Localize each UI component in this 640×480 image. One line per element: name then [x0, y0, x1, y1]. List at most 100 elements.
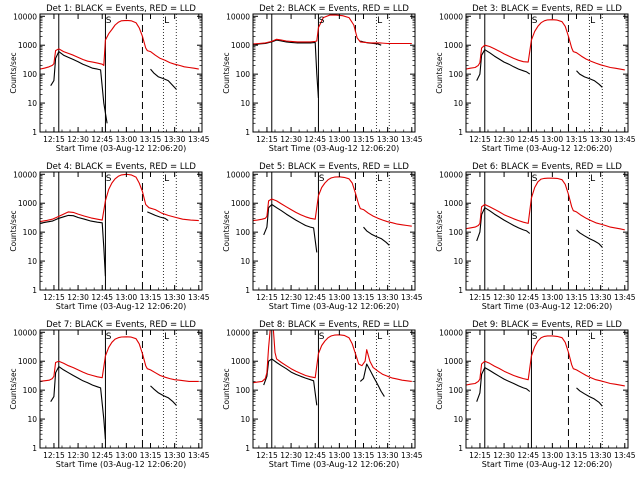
- x-tick-label: 13:30: [377, 451, 399, 460]
- plot-frame: [39, 13, 203, 133]
- series-group: [466, 19, 625, 88]
- y-axis-label: Counts/sec: [222, 368, 231, 409]
- y-axis-label: Counts/sec: [9, 52, 18, 93]
- x-tick-label: 13:45: [401, 293, 423, 302]
- y-tick-label: 1000: [444, 41, 463, 50]
- x-tick-label: 12:15: [256, 135, 278, 144]
- y-tick-label: 100: [236, 386, 251, 395]
- x-tick-label: 12:15: [43, 135, 65, 144]
- y-tick-label: 1000: [18, 41, 37, 50]
- x-tick-label: 12:15: [256, 451, 278, 460]
- x-tick-label: 13:00: [542, 451, 564, 460]
- lld-series-line: [253, 14, 412, 45]
- marker-letter: L: [590, 16, 595, 26]
- x-tick-label: 12:15: [469, 135, 491, 144]
- x-tick-label: 12:30: [493, 451, 515, 460]
- event-markers: [271, 14, 390, 132]
- x-tick-label: 13:15: [353, 135, 375, 144]
- x-tick-label: 13:00: [329, 135, 351, 144]
- y-axis-label: Counts/sec: [435, 52, 444, 93]
- marker-letter: S: [532, 16, 538, 26]
- series-group: [40, 336, 199, 440]
- x-tick-label: 13:15: [140, 135, 162, 144]
- panel-title: Det 4: BLACK = Events, RED = LLD: [46, 162, 196, 172]
- marker-letter: S: [319, 332, 325, 342]
- lld-series-line: [466, 335, 625, 387]
- lld-series-line: [40, 173, 199, 223]
- lld-series-line: [40, 19, 199, 70]
- x-axis-label: Start Time (03-Aug-12 12:06:20): [56, 302, 187, 311]
- x-tick-label: 12:30: [67, 135, 89, 144]
- marker-letter: L: [164, 16, 169, 26]
- y-tick-label: 10: [453, 415, 463, 424]
- lld-series-line: [40, 336, 199, 382]
- y-tick-label: 1000: [18, 357, 37, 366]
- y-tick-label: 100: [236, 70, 251, 79]
- x-tick-label: 13:45: [401, 135, 423, 144]
- x-axis-label: Start Time (03-Aug-12 12:06:20): [482, 460, 613, 469]
- y-axis-label: Counts/sec: [9, 210, 18, 251]
- x-axis-label: Start Time (03-Aug-12 12:06:20): [269, 302, 400, 311]
- plot-frame: [465, 13, 629, 133]
- series-group: [466, 177, 625, 248]
- panel-6: Det 6: BLACK = Events, RED = LLD S L 1 10 100…: [435, 162, 636, 311]
- panel-title: Det 3: BLACK = Events, RED = LLD: [472, 4, 622, 14]
- marker-letter: S: [532, 174, 538, 184]
- x-tick-label: 13:00: [542, 293, 564, 302]
- y-tick-label: 10: [453, 257, 463, 266]
- plot-frame: [465, 329, 629, 449]
- panel-3: Det 3: BLACK = Events, RED = LLD S L 1 10 100…: [435, 4, 636, 153]
- panel-5: Det 5: BLACK = Events, RED = LLD S L 1 10 100…: [222, 162, 423, 311]
- marker-letter: L: [377, 332, 382, 342]
- y-tick-label: 1: [245, 444, 250, 453]
- x-axis-label: Start Time (03-Aug-12 12:06:20): [482, 302, 613, 311]
- event-markers: [484, 330, 603, 448]
- marker-letter: S: [106, 174, 112, 184]
- lld-series-line: [253, 330, 412, 384]
- series-group: [466, 335, 625, 407]
- x-tick-label: 13:30: [164, 293, 186, 302]
- x-tick-label: 13:30: [590, 293, 612, 302]
- x-tick-label: 13:30: [590, 135, 612, 144]
- panel-title: Det 1: BLACK = Events, RED = LLD: [46, 4, 196, 14]
- y-tick-label: 1: [32, 128, 37, 137]
- y-tick-label: 10: [453, 99, 463, 108]
- events-series-line: [476, 207, 531, 242]
- x-tick-label: 12:30: [67, 293, 89, 302]
- plot-frame: [39, 171, 203, 291]
- x-tick-label: 12:15: [469, 451, 491, 460]
- y-tick-label: 1000: [18, 199, 37, 208]
- y-tick-label: 100: [23, 386, 38, 395]
- marker-letter: L: [377, 16, 382, 26]
- x-tick-label: 13:45: [614, 293, 636, 302]
- event-markers: [271, 330, 390, 448]
- marker-letter: S: [106, 16, 112, 26]
- x-tick-label: 13:00: [542, 135, 564, 144]
- y-tick-label: 1000: [444, 357, 463, 366]
- panel-title: Det 8: BLACK = Events, RED = LLD: [259, 320, 409, 330]
- panel-title: Det 2: BLACK = Events, RED = LLD: [259, 4, 409, 14]
- y-tick-label: 10000: [13, 328, 37, 337]
- panel-2: Det 2: BLACK = Events, RED = LLD S L 1 10 100…: [222, 4, 423, 153]
- marker-letter: S: [319, 174, 325, 184]
- x-tick-label: 13:00: [116, 293, 138, 302]
- marker-letter: S: [319, 16, 325, 26]
- y-tick-label: 10: [27, 99, 37, 108]
- panel-4: Det 4: BLACK = Events, RED = LLD S L 1 10 100…: [9, 162, 210, 311]
- x-tick-label: 12:45: [517, 451, 539, 460]
- event-markers: [58, 330, 177, 448]
- x-axis-label: Start Time (03-Aug-12 12:06:20): [482, 144, 613, 153]
- lld-series-line: [466, 19, 625, 71]
- x-tick-label: 13:30: [164, 451, 186, 460]
- y-axis-label: Counts/sec: [435, 210, 444, 251]
- x-tick-label: 12:45: [304, 293, 326, 302]
- x-tick-label: 13:15: [566, 135, 588, 144]
- y-tick-label: 10000: [439, 12, 463, 21]
- x-tick-label: 13:45: [188, 451, 210, 460]
- y-tick-label: 100: [236, 228, 251, 237]
- y-tick-label: 100: [23, 228, 38, 237]
- x-tick-label: 13:00: [116, 135, 138, 144]
- y-tick-label: 100: [449, 228, 464, 237]
- panel-title: Det 9: BLACK = Events, RED = LLD: [472, 320, 622, 330]
- marker-letter: L: [590, 174, 595, 184]
